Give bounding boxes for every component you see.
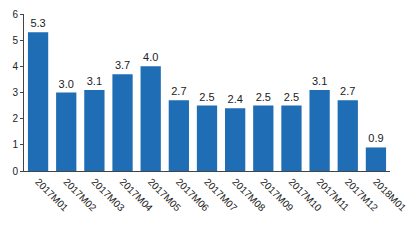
svg-text:2.7: 2.7 — [171, 85, 186, 97]
svg-text:4.0: 4.0 — [143, 51, 158, 63]
svg-text:2017M06: 2017M06 — [174, 176, 212, 214]
svg-text:2.5: 2.5 — [199, 91, 214, 103]
svg-text:2.7: 2.7 — [340, 85, 355, 97]
svg-text:3.0: 3.0 — [59, 78, 74, 90]
svg-text:2.5: 2.5 — [256, 91, 271, 103]
svg-text:2017M01: 2017M01 — [33, 176, 71, 214]
svg-text:2.5: 2.5 — [284, 91, 299, 103]
svg-text:5: 5 — [12, 35, 18, 46]
svg-text:2017M11: 2017M11 — [315, 176, 352, 213]
svg-text:2017M03: 2017M03 — [89, 176, 127, 214]
svg-text:4: 4 — [12, 61, 18, 72]
svg-text:2017M10: 2017M10 — [287, 176, 325, 214]
svg-text:1: 1 — [12, 139, 18, 150]
svg-text:2017M02: 2017M02 — [61, 176, 99, 214]
svg-text:5.3: 5.3 — [30, 17, 45, 29]
svg-text:2017M07: 2017M07 — [202, 176, 240, 214]
svg-text:2017M12: 2017M12 — [343, 176, 381, 214]
svg-text:2017M05: 2017M05 — [146, 176, 184, 214]
svg-text:3.7: 3.7 — [115, 59, 130, 71]
svg-text:2018M01: 2018M01 — [371, 176, 409, 214]
svg-text:2017M04: 2017M04 — [118, 176, 156, 214]
svg-text:6: 6 — [12, 9, 18, 20]
svg-text:3.1: 3.1 — [312, 75, 327, 87]
svg-text:2: 2 — [12, 113, 18, 124]
svg-text:0.9: 0.9 — [368, 132, 383, 144]
svg-text:2017M08: 2017M08 — [230, 176, 268, 214]
svg-text:2.4: 2.4 — [228, 93, 243, 105]
svg-text:2017M09: 2017M09 — [258, 176, 296, 214]
svg-text:3: 3 — [12, 87, 18, 98]
svg-text:3.1: 3.1 — [87, 75, 102, 87]
svg-text:0: 0 — [12, 166, 18, 177]
